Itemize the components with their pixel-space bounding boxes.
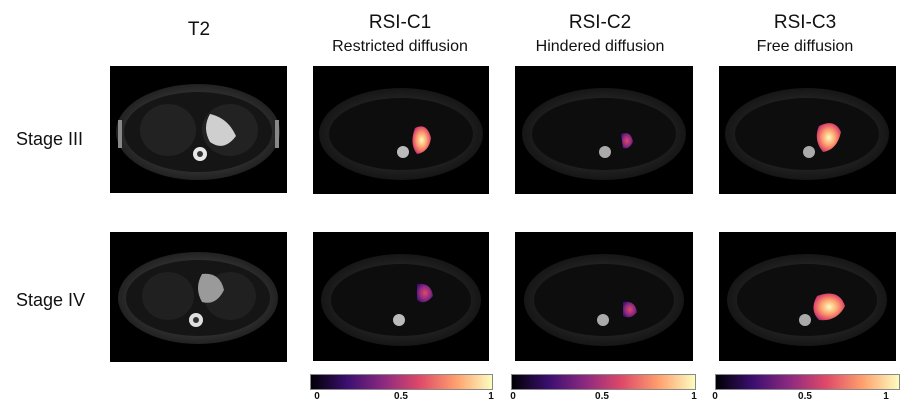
column-subtitle-rsi-c3: Free diffusion xyxy=(756,38,854,55)
colorbar-rsi-c2 xyxy=(511,374,696,390)
image-stage-iv-rsi-c2 xyxy=(515,232,693,361)
colorbar-rsi-c1-tick-1: 1 xyxy=(488,391,494,402)
colorbar-rsi-c3-tick-0-5: 0.5 xyxy=(798,391,812,402)
row-label-stage-iii: Stage III xyxy=(16,129,84,149)
column-title-rsi-c1: RSI-C1 xyxy=(368,12,432,33)
image-stage-iv-rsi-c1 xyxy=(313,232,489,361)
row-label-stage-iv: Stage IV xyxy=(16,290,86,310)
image-stage-iii-rsi-c1 xyxy=(313,66,489,194)
image-stage-iv-t2 xyxy=(110,232,287,362)
colorbar-rsi-c1 xyxy=(310,374,493,390)
colorbar-rsi-c1-tick-0: 0 xyxy=(314,391,320,402)
column-title-t2: T2 xyxy=(187,19,211,40)
column-subtitle-rsi-c1: Restricted diffusion xyxy=(332,38,468,55)
colorbar-rsi-c2-tick-1: 1 xyxy=(691,391,697,402)
colorbar-rsi-c3-tick-1: 1 xyxy=(883,391,889,402)
colorbar-rsi-c1-tick-0-5: 0.5 xyxy=(394,391,408,402)
image-stage-iv-rsi-c3 xyxy=(719,232,896,361)
image-stage-iii-rsi-c3 xyxy=(719,66,896,194)
colorbar-rsi-c3 xyxy=(715,374,900,390)
colorbar-rsi-c2-tick-0: 0 xyxy=(510,391,516,402)
column-title-rsi-c3: RSI-C3 xyxy=(773,12,837,33)
colorbar-rsi-c3-tick-0: 0 xyxy=(712,391,718,402)
column-subtitle-rsi-c2: Hindered diffusion xyxy=(535,38,665,55)
column-title-rsi-c2: RSI-C2 xyxy=(568,12,632,33)
image-stage-iii-rsi-c2 xyxy=(515,66,693,194)
colorbar-rsi-c2-tick-0-5: 0.5 xyxy=(595,391,609,402)
image-stage-iii-t2 xyxy=(110,66,287,193)
